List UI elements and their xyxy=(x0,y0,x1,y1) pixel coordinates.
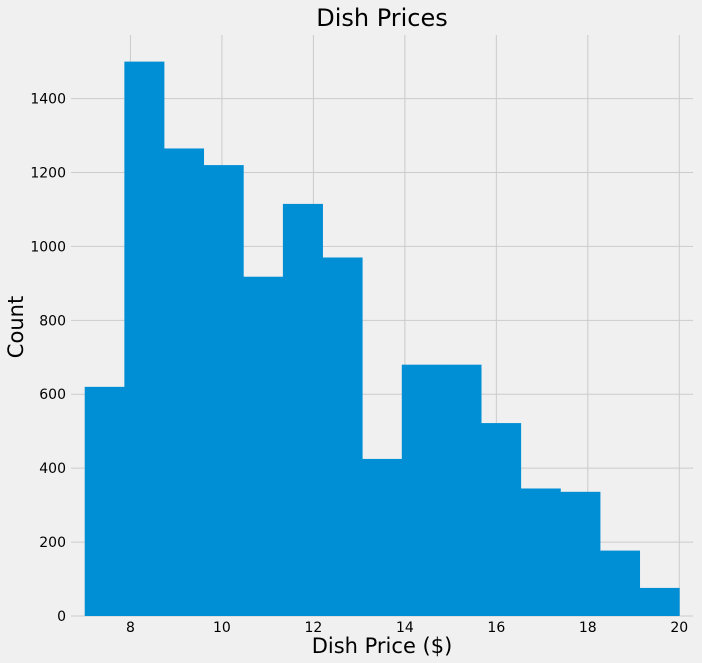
x-tick-label: 12 xyxy=(304,620,322,636)
x-tick-label: 18 xyxy=(579,620,597,636)
y-tick-label: 600 xyxy=(39,387,66,403)
histogram-bar xyxy=(600,550,641,616)
histogram-bar xyxy=(84,386,125,616)
histogram-bar xyxy=(639,587,680,616)
histogram-bar xyxy=(203,165,244,617)
x-tick-label: 8 xyxy=(126,620,135,636)
histogram-bar xyxy=(481,423,522,616)
histogram-bar xyxy=(362,458,403,616)
x-tick-label: 10 xyxy=(213,620,231,636)
y-tick-label: 1200 xyxy=(30,165,66,181)
y-tick-label: 200 xyxy=(39,535,66,551)
histogram-bar xyxy=(124,61,165,616)
y-tick-label: 0 xyxy=(57,609,66,625)
histogram-bars xyxy=(84,61,680,617)
x-tick-label: 20 xyxy=(670,620,688,636)
y-tick-label: 1400 xyxy=(30,92,66,108)
y-tick-label: 1000 xyxy=(30,239,66,255)
x-tick-labels: 8 10 12 14 16 18 20 xyxy=(126,620,688,636)
histogram-bar xyxy=(401,364,442,616)
histogram-bar xyxy=(441,364,482,616)
histogram-bar xyxy=(163,148,205,616)
histogram-bar xyxy=(322,257,363,616)
histogram-bar xyxy=(243,276,284,616)
y-axis-title: Count xyxy=(4,296,28,358)
histogram-bar xyxy=(282,203,323,617)
y-tick-labels: 0 200 400 600 800 1000 1200 1400 xyxy=(30,92,66,625)
x-tick-label: 14 xyxy=(396,620,414,636)
x-tick-label: 16 xyxy=(487,620,505,636)
y-tick-label: 800 xyxy=(39,313,66,329)
chart-title: Dish Prices xyxy=(316,4,448,32)
histogram-bar xyxy=(520,488,561,616)
histogram-bar xyxy=(560,491,601,616)
x-axis-title: Dish Price ($) xyxy=(312,634,453,658)
y-tick-label: 400 xyxy=(39,461,66,477)
